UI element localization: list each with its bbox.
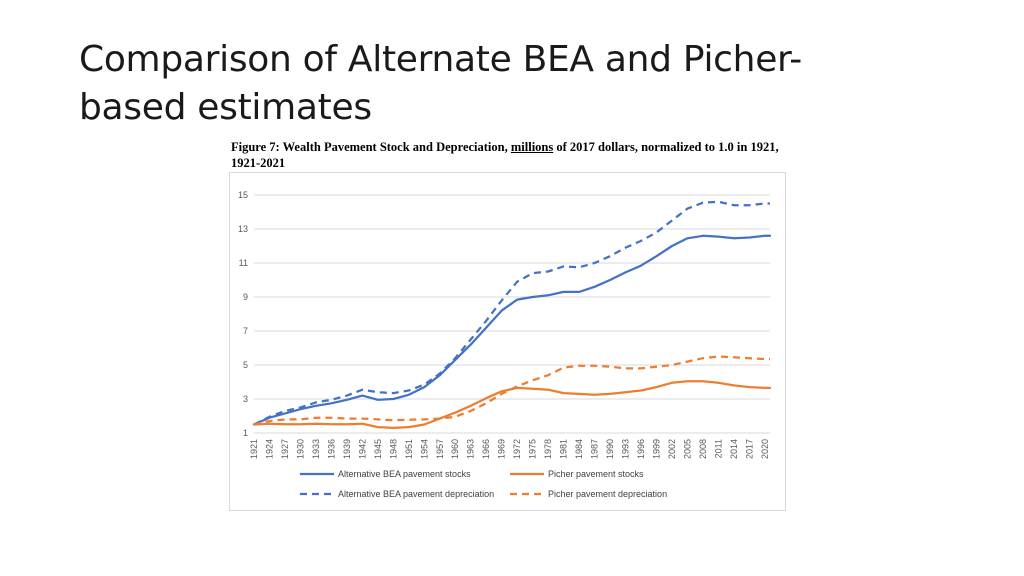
x-tick-label: 1960	[450, 439, 460, 459]
x-tick-label: 1966	[481, 439, 491, 459]
x-tick-label: 1924	[264, 439, 274, 459]
legend-label-2: Alternative BEA pavement depreciation	[338, 489, 494, 499]
y-tick-label: 1	[243, 428, 248, 438]
legend-label-0: Alternative BEA pavement stocks	[338, 469, 471, 479]
legend-label-3: Picher pavement depreciation	[548, 489, 667, 499]
x-tick-label: 2008	[698, 439, 708, 459]
x-tick-label: 1963	[466, 439, 476, 459]
x-tick-label: 2017	[744, 439, 754, 459]
x-tick-label: 1996	[636, 439, 646, 459]
x-tick-label: 1942	[357, 439, 367, 459]
legend-label-1: Picher pavement stocks	[548, 469, 644, 479]
x-tick-label: 1933	[311, 439, 321, 459]
x-tick-label: 2020	[760, 439, 770, 459]
x-tick-label: 2011	[713, 439, 723, 458]
x-tick-label: 1999	[651, 439, 661, 459]
x-tick-label: 2014	[729, 439, 739, 459]
x-tick-label: 1939	[342, 439, 352, 459]
figure-caption-prefix: Figure 7: Wealth Pavement Stock and Depr…	[231, 140, 511, 154]
x-tick-label: 2002	[667, 439, 677, 459]
series-line-2	[253, 200, 770, 426]
x-tick-label: 1921	[249, 439, 259, 459]
x-tick-label: 1954	[419, 439, 429, 459]
x-tick-label: 1936	[326, 439, 336, 459]
series-line-3	[253, 355, 770, 426]
x-tick-label: 1951	[404, 439, 414, 459]
y-tick-label: 5	[243, 360, 248, 370]
x-tick-label: 1975	[528, 439, 538, 459]
y-tick-label: 13	[238, 224, 248, 234]
y-tick-label: 15	[238, 190, 248, 200]
x-tick-label: 1990	[605, 439, 615, 459]
figure-caption-suffix: of 2017 dollars, normalized to 1.0 in 19…	[231, 140, 779, 170]
x-tick-label: 1948	[388, 439, 398, 459]
x-tick-label: 1981	[559, 439, 569, 459]
x-tick-label: 1957	[435, 439, 445, 459]
x-tick-label: 1972	[512, 439, 522, 459]
slide-title: Comparison of Alternate BEA and Picher-b…	[79, 39, 802, 128]
series-line-1	[252, 380, 772, 430]
y-tick-label: 9	[243, 292, 248, 302]
x-tick-label: 2005	[682, 439, 692, 459]
x-tick-label: 1987	[590, 439, 600, 459]
x-tick-label: 1984	[574, 439, 584, 459]
y-tick-label: 11	[239, 258, 248, 268]
series-line-0	[252, 234, 772, 426]
x-tick-label: 1945	[373, 439, 383, 459]
y-tick-label: 3	[243, 394, 248, 404]
chart-container: 1 3 5 7 9 11 13 15 1921 1924 1927 1930 1933 1936 1939 1…	[229, 172, 786, 511]
figure-caption-underlined: millions	[510, 140, 554, 154]
x-tick-label: 1993	[621, 439, 631, 459]
x-tick-label: 1978	[543, 439, 553, 459]
x-tick-label: 1930	[295, 439, 305, 459]
y-tick-label: 7	[243, 326, 248, 336]
x-tick-label: 1969	[497, 439, 507, 459]
figure-caption: Figure 7: Wealth Pavement Stock and Depr…	[231, 139, 791, 171]
x-tick-label: 1927	[280, 439, 290, 459]
